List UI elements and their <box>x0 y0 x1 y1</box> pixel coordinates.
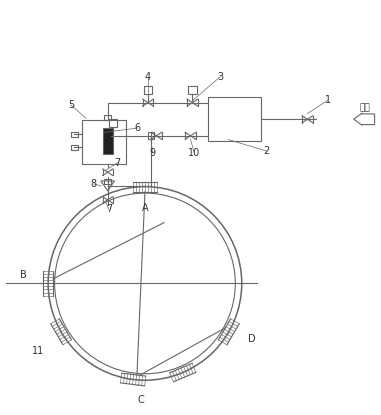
Bar <box>104 115 111 120</box>
Bar <box>103 128 113 154</box>
Text: 4: 4 <box>145 72 151 82</box>
Text: 2: 2 <box>263 146 269 156</box>
Text: 1: 1 <box>325 95 331 105</box>
Text: 11: 11 <box>32 346 45 356</box>
Text: C: C <box>138 395 144 405</box>
Bar <box>208 98 261 141</box>
Text: 8: 8 <box>91 179 97 189</box>
Bar <box>144 86 152 94</box>
Bar <box>147 132 154 139</box>
Text: D: D <box>248 334 255 344</box>
Bar <box>188 86 197 94</box>
Text: 5: 5 <box>68 100 74 110</box>
Text: 7: 7 <box>106 205 112 215</box>
Text: 3: 3 <box>217 72 223 82</box>
Bar <box>71 144 78 150</box>
Bar <box>71 132 78 137</box>
Bar <box>104 178 111 183</box>
Text: B: B <box>20 270 27 280</box>
Text: 6: 6 <box>134 123 141 133</box>
Bar <box>82 120 126 164</box>
Text: 氮气: 氮气 <box>360 103 370 112</box>
Bar <box>109 119 117 127</box>
FancyArrow shape <box>354 113 375 125</box>
Text: 9: 9 <box>149 148 155 158</box>
Text: 10: 10 <box>188 148 200 158</box>
Text: 7: 7 <box>114 158 121 168</box>
Text: A: A <box>142 203 148 212</box>
